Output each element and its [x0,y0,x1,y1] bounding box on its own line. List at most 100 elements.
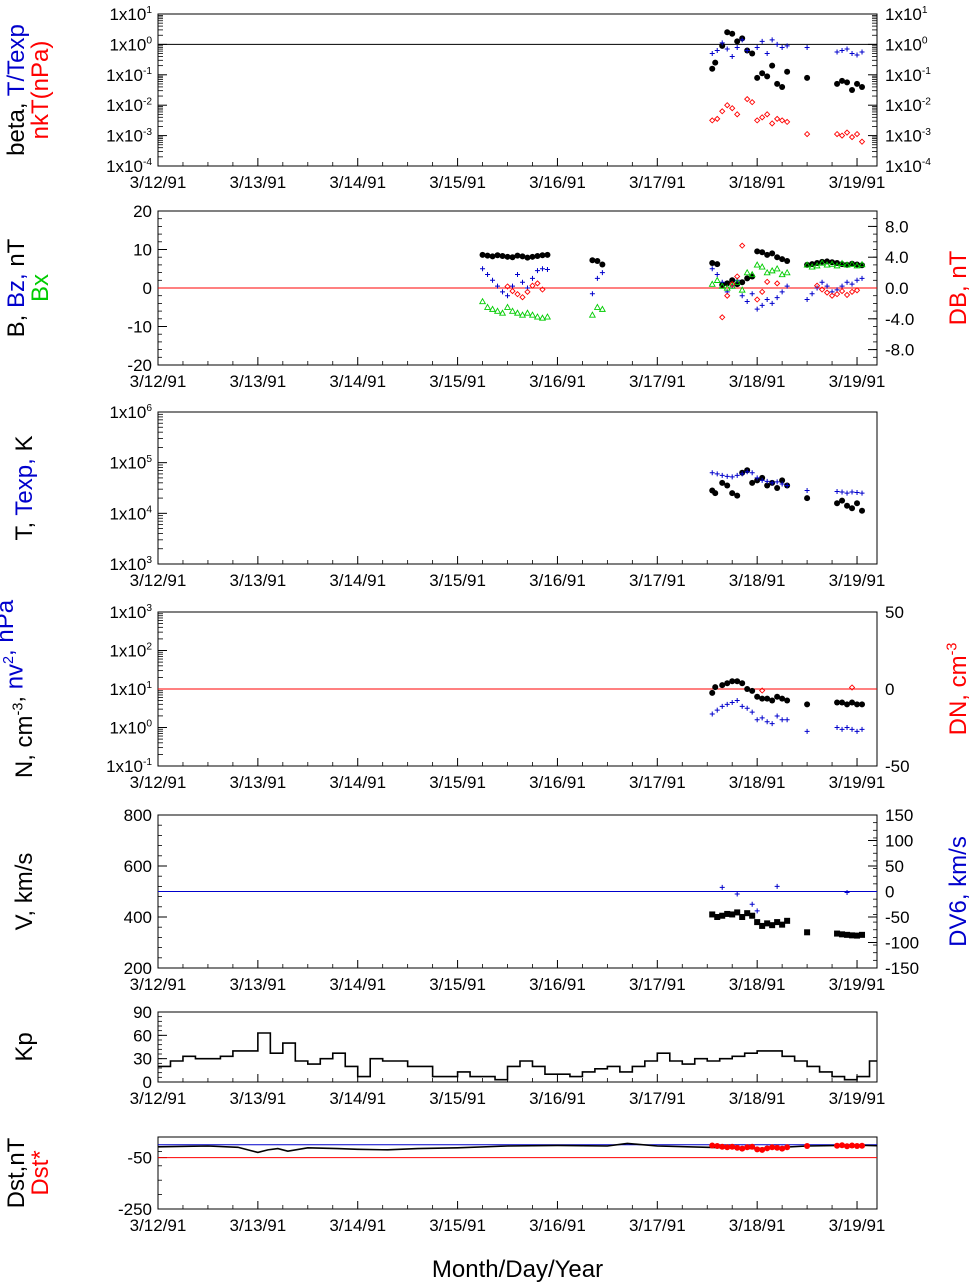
data-point [774,693,781,700]
data-point [744,686,751,692]
data-point [859,275,865,281]
data-point [824,283,830,289]
data-point [724,29,731,36]
data-point [754,477,761,484]
data-point [490,277,496,283]
data-point [859,701,866,708]
data-point [734,492,741,499]
data-point [749,912,756,919]
data-point [593,303,601,310]
data-point [774,295,780,301]
data-point [748,270,756,278]
data-point [498,309,507,316]
data-point [803,261,811,268]
panel-beta: 1x10-4 1x10-3 1x10-2 1x10-1 1x100 1x101 1x10-4… [3,5,931,192]
data-point [754,693,761,700]
data-point [779,44,785,50]
x-tick-label: 3/18/91 [729,571,786,590]
data-point [529,275,535,281]
data-point [589,257,596,264]
data-point [844,701,851,708]
data-point [834,699,841,706]
data-point [764,111,771,118]
data-point [495,283,501,289]
panel-B: -20 -10 0 10 20 -8.0 -4.0 0.0 4.0 8.0 3/12/91 3/13/… [3,202,972,391]
data-point [848,133,856,141]
data-point [754,717,760,723]
x-tick-label: 3/14/91 [329,173,386,192]
data-point [524,288,531,295]
data-point [504,283,511,290]
data-point [744,469,750,475]
data-point [483,303,492,310]
data-point [828,260,836,267]
data-point [849,505,856,512]
data-point [588,311,596,318]
data-point [818,286,826,293]
y-tick-label: 1x100 [109,35,152,54]
data-point [714,115,721,123]
data-point [839,1142,846,1149]
data-point [714,707,720,713]
data-point [754,919,761,926]
data-point [774,1144,781,1151]
y-tick-label-right: -8.0 [885,341,914,360]
data-point [729,105,736,112]
data-point [529,282,536,289]
panel-T: 1x103 1x104 1x105 1x106 3/12/91 3/13/91 3/14/9… [11,403,885,590]
y-axis-label: N, cm-3, nv2, nPa [0,599,38,778]
data-point [849,51,855,57]
y-tick-label-right: 8.0 [885,217,909,236]
y-tick-label-right: 50 [885,857,904,876]
data-point [544,251,551,258]
data-point [485,272,491,278]
data-point [844,890,850,896]
data-point [838,259,846,267]
data-point [823,289,831,296]
data-point [719,884,725,890]
data-point [849,281,855,287]
data-point [738,286,746,293]
x-tick-label: 3/12/91 [130,773,187,792]
x-tick-label: 3/13/91 [229,372,286,391]
data-point [714,1143,721,1149]
data-point [843,291,851,299]
data-point [804,1143,811,1149]
y-tick-label-right: 1x100 [885,35,928,54]
x-tick-label: 3/12/91 [130,372,187,391]
data-point [739,680,746,687]
y-tick-label-right: 1x101 [885,5,928,24]
x-tick-label: 3/19/91 [829,773,886,792]
series-line [158,1032,877,1081]
data-point [749,709,755,715]
x-tick-label: 3/15/91 [429,173,486,192]
data-point [853,287,861,294]
data-point [759,477,765,483]
x-tick-label: 3/18/91 [729,773,786,792]
data-point [729,490,736,497]
data-point [493,307,502,314]
data-point [709,1142,716,1149]
data-point [769,62,776,69]
series-bz [480,266,865,312]
data-point [779,695,786,702]
data-point [709,689,716,696]
data-point [834,500,841,507]
data-point [724,482,731,489]
data-point [778,270,786,278]
data-point [709,711,715,717]
data-point [729,699,735,705]
data-point [734,38,741,45]
data-point [844,261,851,268]
data-point [764,482,771,489]
y-tick-label-right: -50 [885,757,910,776]
data-point [783,118,791,126]
data-point [774,115,781,123]
data-point [754,908,760,914]
x-tick-label: 3/12/91 [130,173,187,192]
x-tick-label: 3/15/91 [429,1089,486,1108]
x-tick-label: 3/15/91 [429,571,486,590]
data-point [853,261,861,269]
data-point [849,87,856,93]
data-point [749,687,756,694]
